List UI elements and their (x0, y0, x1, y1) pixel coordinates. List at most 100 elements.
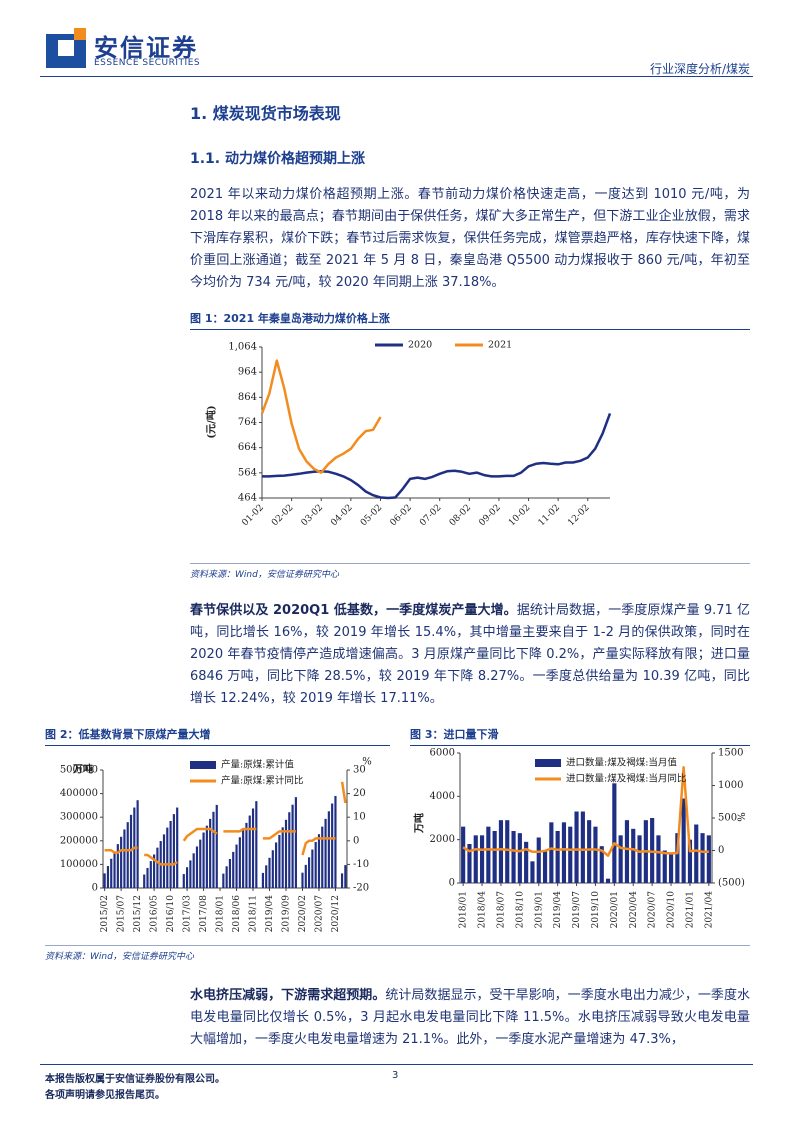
x-tick-label: 2019/10 (591, 891, 601, 929)
x-tick-label: 2019/01 (534, 891, 544, 928)
paragraph-lead: 春节保供以及 2020Q1 低基数，一季度煤炭产量大增。 (190, 603, 517, 618)
paragraph-lead: 水电挤压减弱，下游需求超预期。 (190, 988, 386, 1003)
legend-label: 进口数量:煤及褐煤:当月同比 (566, 773, 686, 785)
x-tick-label: 07-02 (418, 503, 443, 528)
bar (706, 835, 711, 883)
bar (251, 808, 255, 888)
x-tick-label: 2020/04 (629, 891, 639, 929)
bar (172, 814, 175, 888)
bar (624, 820, 630, 883)
bar (561, 822, 567, 883)
y-tick-label: 1,064 (228, 342, 257, 353)
bar (675, 833, 680, 883)
x-tick-label: 2019/09 (282, 895, 292, 933)
bar (530, 861, 535, 883)
legend-label: 2020 (408, 340, 432, 351)
y-tick-label: 764 (238, 417, 257, 428)
x-tick-label: 2020/07 (648, 891, 658, 929)
y2-axis-label: % (362, 757, 372, 768)
bar (212, 811, 215, 888)
x-tick-label: 2018/06 (232, 895, 242, 933)
bar (321, 826, 324, 888)
bar (126, 822, 129, 888)
bar (549, 822, 554, 883)
header-rule (40, 76, 753, 77)
bar (599, 846, 604, 883)
bar (215, 804, 218, 888)
bar (461, 826, 466, 883)
line (262, 412, 612, 500)
bar (524, 841, 529, 883)
bar (498, 820, 504, 883)
bar (182, 874, 185, 888)
chart: 0 2000 4000 6000 (500) 0 500 1000 1500 2018/01 201… (413, 748, 746, 929)
y-tick-label: 664 (238, 442, 257, 453)
y2-tick-label: 0 (353, 835, 359, 846)
y2-tick-label: 1000 (718, 780, 743, 791)
paragraph-text: 2021 年以来动力煤价格超预期上涨。春节前动力煤价格快速走高，一度达到 101… (190, 187, 750, 290)
bar (261, 872, 265, 888)
bar (103, 873, 106, 888)
bar (123, 829, 126, 888)
bar (166, 827, 169, 888)
copyright: 本报告版权属于安信证券股份有限公司。 (45, 1074, 225, 1085)
y-tick-label: 100000 (60, 859, 98, 870)
bar (146, 867, 149, 888)
y-axis-label: 万吨 (413, 813, 426, 834)
bar (284, 819, 288, 888)
legend-label: 进口数量:煤及褐煤:当月值 (566, 757, 677, 769)
x-tick-label: 2018/01 (216, 895, 226, 932)
bar (542, 850, 548, 883)
page-number: 3 (392, 1070, 399, 1081)
bar (275, 842, 278, 888)
y2-tick-label: 30 (353, 765, 366, 776)
figure-caption: 图 1：2021 年秦皇岛港动力煤价格上涨 (190, 310, 750, 330)
bar (574, 811, 579, 883)
chart: 464 564 664 764 864 964 1,064 01-02 02-02 03-02 04… (205, 340, 612, 528)
y2-tick-label: 0 (718, 845, 724, 856)
x-tick-label: 2021/04 (704, 891, 714, 929)
bar (153, 854, 156, 888)
line (301, 837, 336, 856)
y-tick-label: 964 (238, 367, 257, 378)
bar (265, 865, 268, 888)
notice: 各项声明请参见报告尾页。 (45, 1090, 165, 1101)
report-category: 行业深度分析/煤炭 (649, 62, 750, 76)
bar (106, 866, 110, 888)
y-tick-label: 400000 (60, 788, 98, 799)
x-tick-label: 2020/07 (314, 895, 324, 933)
bar (192, 853, 195, 888)
bar (185, 867, 189, 888)
bar (340, 873, 344, 888)
x-tick-label: 2020/10 (667, 891, 677, 929)
figure-caption: 图 2：低基数背景下原煤产量大增 (45, 726, 390, 746)
bar (232, 851, 235, 888)
y2-tick-label: 10 (353, 812, 366, 823)
bar (327, 811, 330, 888)
figure-caption: 图 3：进口量下滑 (410, 726, 750, 746)
x-tick-label: 12-02 (566, 503, 591, 528)
bar (492, 831, 497, 883)
section-heading: 1. 煤炭现货市场表现 (190, 104, 341, 123)
paragraph: 2021 年以来动力煤价格超预期上涨。春节前动力煤价格快速走高，一度达到 101… (190, 184, 750, 294)
line (144, 853, 178, 866)
x-tick-label: 2019/07 (572, 891, 582, 929)
bar (209, 818, 212, 888)
y-tick-label: 200000 (60, 835, 98, 846)
subsection-heading: 1.1. 动力煤价格超预期上涨 (190, 151, 365, 167)
bar (199, 839, 202, 888)
bar (189, 860, 192, 888)
paragraph: 春节保供以及 2020Q1 低基数，一季度煤炭产量大增。据统计局数据，一季度原煤… (190, 600, 750, 710)
bar (238, 837, 241, 888)
bar (304, 864, 307, 888)
bar (235, 844, 238, 888)
x-tick-label: 2018/11 (249, 895, 259, 932)
bar (162, 834, 166, 888)
y2-tick-label: 1500 (718, 748, 743, 759)
bar (113, 851, 116, 888)
bar (580, 811, 585, 883)
y2-tick-label: -20 (353, 883, 369, 894)
bar (156, 847, 159, 888)
y2-tick-label: -10 (353, 859, 369, 870)
